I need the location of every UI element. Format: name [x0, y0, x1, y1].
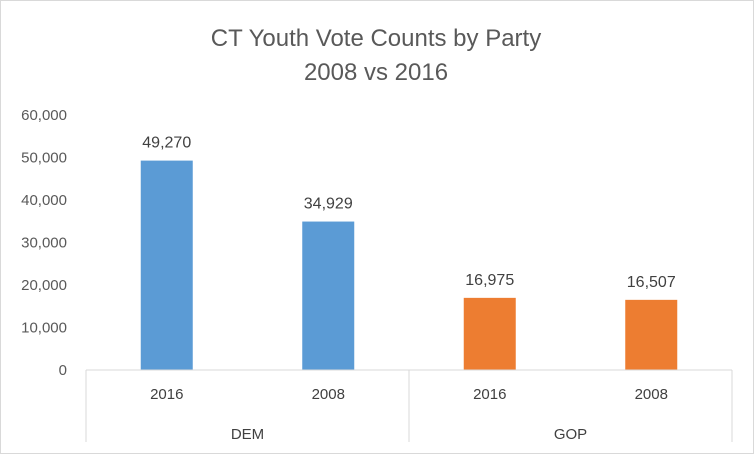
bars: 49,270 34,929 16,975 16,507: [140, 135, 678, 370]
bar-gop-2008: [625, 299, 678, 370]
data-label: 16,507: [627, 274, 676, 291]
y-tick-label: 10,000: [21, 320, 67, 337]
x-group-label: DEM: [231, 426, 264, 443]
data-label: 16,975: [465, 272, 514, 289]
chart-title-line-2: 2008 vs 2016: [304, 59, 448, 86]
y-axis: 0 10,000 20,000 30,000 40,000 50,000 60,000: [21, 107, 67, 379]
y-tick-label: 30,000: [21, 235, 67, 252]
data-label: 49,270: [142, 135, 191, 152]
y-tick-label: 50,000: [21, 150, 67, 167]
bar-gop-2016: [463, 297, 516, 370]
x-category-label: 2008: [312, 386, 345, 403]
data-label: 34,929: [304, 196, 353, 213]
y-tick-label: 0: [59, 362, 67, 379]
x-group-label: GOP: [554, 426, 587, 443]
y-tick-label: 60,000: [21, 107, 67, 124]
bar-dem-2008: [302, 221, 355, 370]
x-category-label: 2016: [473, 386, 506, 403]
bar-dem-2016: [140, 160, 193, 370]
y-tick-label: 20,000: [21, 277, 67, 294]
y-tick-label: 40,000: [21, 192, 67, 209]
x-axis: 2016 2008 DEM 2016 2008 GOP: [85, 369, 733, 443]
x-category-label: 2008: [635, 386, 668, 403]
chart-title-line-1: CT Youth Vote Counts by Party: [211, 25, 541, 52]
x-category-label: 2016: [150, 386, 183, 403]
